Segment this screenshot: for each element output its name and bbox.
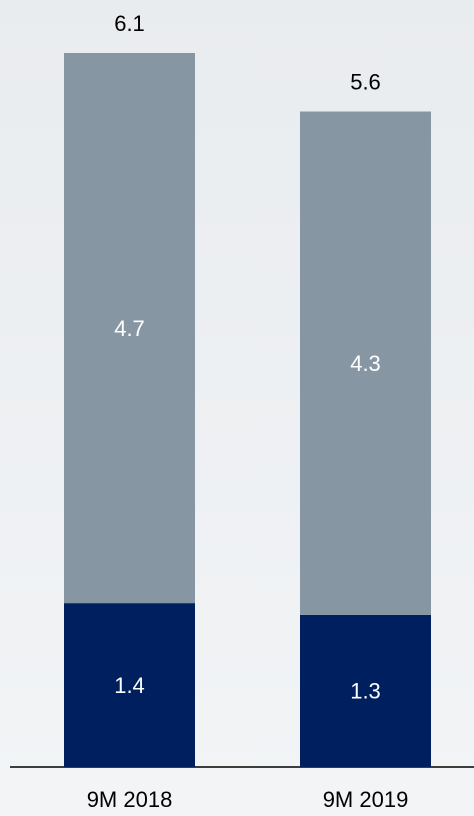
bar-segment	[300, 111, 431, 615]
bar-segment	[64, 603, 195, 767]
bar-segment	[64, 53, 195, 604]
bar-segment	[300, 614, 431, 767]
value-label: 1.4	[114, 673, 145, 698]
value-label: 4.7	[114, 316, 145, 341]
value-label: 4.3	[350, 351, 381, 376]
total-label: 6.1	[114, 11, 145, 36]
x-tick-label: 9M 2019	[323, 787, 409, 812]
value-label: 1.3	[350, 679, 381, 704]
x-tick-label: 9M 2018	[87, 787, 173, 812]
total-label: 5.6	[350, 69, 381, 94]
